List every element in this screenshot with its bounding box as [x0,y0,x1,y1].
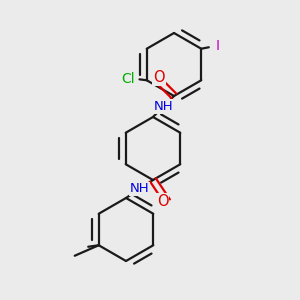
Text: O: O [153,70,165,86]
Text: NH: NH [154,100,173,113]
Text: I: I [216,39,220,53]
Text: NH: NH [130,182,149,196]
Text: O: O [157,194,169,209]
Text: Cl: Cl [121,72,135,86]
